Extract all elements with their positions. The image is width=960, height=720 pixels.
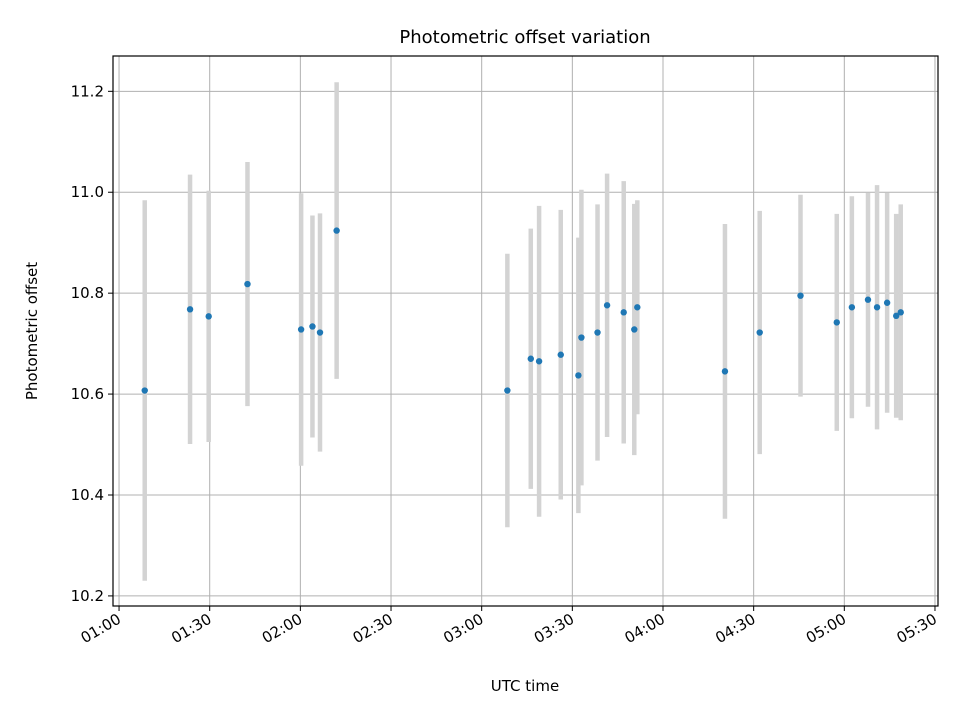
y-axis-title: Photometric offset	[23, 262, 41, 400]
x-axis-title: UTC time	[491, 677, 559, 695]
data-point	[594, 329, 601, 336]
data-point	[504, 387, 511, 394]
data-point	[864, 296, 872, 303]
data-point	[883, 299, 891, 306]
chart-title: Photometric offset variation	[399, 27, 650, 48]
data-point	[578, 334, 585, 341]
data-point	[620, 309, 627, 316]
data-point	[527, 355, 534, 362]
data-point	[141, 387, 148, 394]
y-tick-label: 10.6	[71, 385, 104, 403]
data-point	[309, 323, 316, 330]
data-point	[756, 329, 763, 336]
data-point	[186, 306, 194, 313]
y-tick-label: 10.8	[71, 284, 104, 302]
data-point	[897, 309, 904, 316]
y-tick-label: 11.2	[71, 82, 104, 100]
y-tick-label: 10.4	[71, 486, 104, 504]
data-point	[848, 304, 856, 311]
data-point	[333, 227, 340, 234]
data-point	[721, 368, 729, 375]
data-point	[892, 312, 900, 320]
data-points	[141, 227, 904, 394]
y-tick-label: 10.2	[71, 587, 104, 605]
data-point	[535, 358, 543, 365]
data-point	[631, 326, 638, 333]
plot-frame	[112, 55, 939, 607]
data-point	[297, 326, 305, 333]
y-tick-label: 11.0	[71, 183, 104, 201]
data-point	[634, 304, 641, 311]
data-point	[575, 372, 582, 379]
data-point	[244, 280, 251, 288]
data-point	[873, 304, 881, 311]
data-point	[833, 319, 840, 326]
data-point	[557, 351, 564, 358]
data-point	[603, 302, 611, 309]
data-point	[797, 292, 804, 299]
data-point	[205, 313, 212, 320]
grid	[113, 56, 938, 606]
data-point	[316, 329, 324, 336]
